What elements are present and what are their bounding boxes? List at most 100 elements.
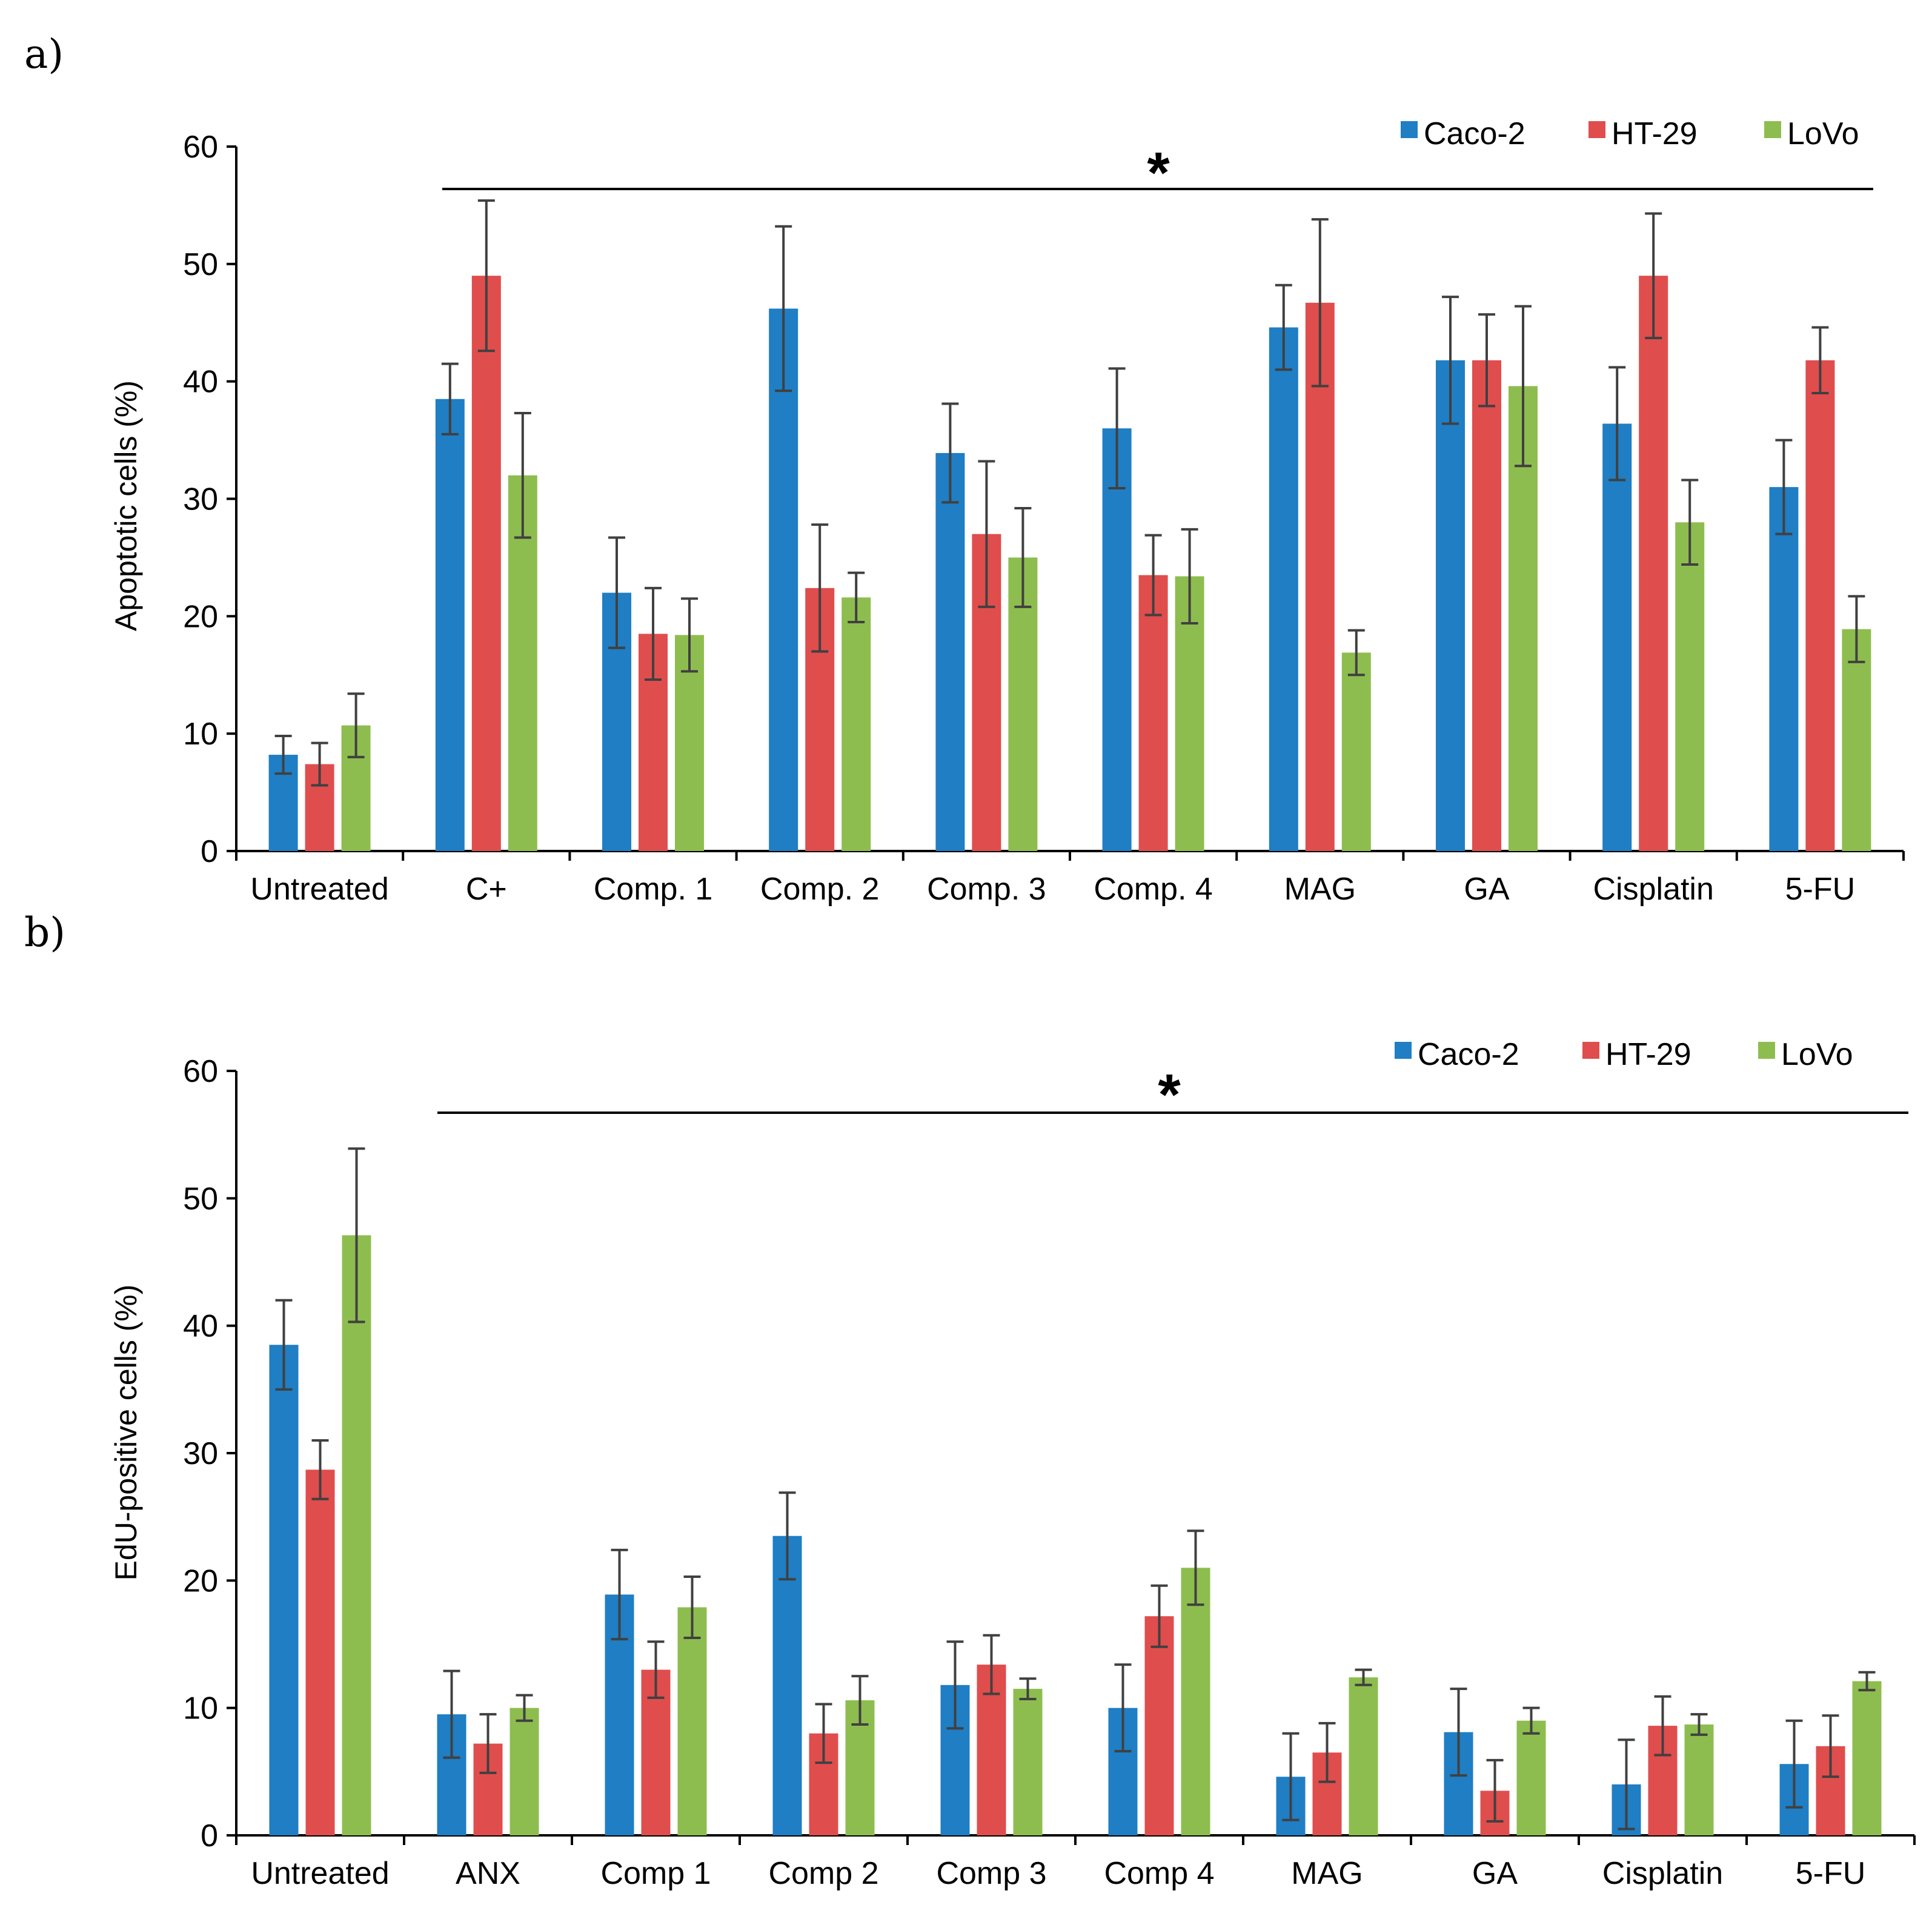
- error-bar-ht-29-comp-1: [645, 586, 662, 681]
- error-bar-ht-29-mag: [1318, 1721, 1336, 1783]
- panel-b-legend: Caco-2 HT-29 LoVo: [1395, 1037, 1853, 1072]
- legend-swatch-ht-29: [1588, 121, 1605, 138]
- error-bar-caco-2-comp-2: [778, 1491, 796, 1581]
- error-bar-caco-2-5-fu: [1775, 439, 1793, 535]
- bar-lovo-comp-1: [677, 1607, 707, 1835]
- bar-lovo-mag: [1349, 1677, 1378, 1835]
- y-tick-label: 40: [183, 365, 218, 400]
- error-bar-ht-29-comp-3: [983, 1634, 1000, 1695]
- y-tick-label: 20: [183, 1563, 218, 1599]
- error-bar-lovo-anx: [516, 1694, 533, 1722]
- bar-lovo-comp-4: [1181, 1568, 1210, 1835]
- legend-swatch-caco-2: [1401, 121, 1418, 138]
- legend-label-caco-2: Caco-2: [1418, 1037, 1519, 1072]
- error-bar-lovo-c: [514, 412, 531, 539]
- error-bar-caco-2-anx: [443, 1669, 460, 1759]
- y-tick-label: 30: [183, 1436, 218, 1471]
- error-bar-ht-29-comp-1: [647, 1640, 665, 1699]
- error-bar-ht-29-comp-2: [815, 1703, 832, 1764]
- error-bar-caco-2-5-fu: [1785, 1719, 1803, 1809]
- error-bar-ht-29-comp-3: [978, 460, 995, 608]
- y-tick-label: 10: [183, 1691, 218, 1726]
- error-bar-caco-2-cisplatin: [1618, 1738, 1635, 1830]
- bar-lovo-cisplatin: [1684, 1724, 1714, 1835]
- x-tick-label-comp-1: Comp 1: [600, 1856, 711, 1891]
- x-tick-label-cisplatin: Cisplatin: [1602, 1856, 1723, 1891]
- error-bar-caco-2-comp-4: [1108, 367, 1126, 490]
- bar-lovo-5-fu: [1852, 1681, 1882, 1835]
- error-bar-ht-29-anx: [479, 1713, 497, 1774]
- error-bar-caco-2-comp-1: [608, 536, 625, 649]
- panel-a-significance-mark: *: [1147, 141, 1170, 205]
- bar-lovo-untreated: [342, 1235, 371, 1835]
- legend-label-lovo: LoVo: [1781, 1037, 1853, 1072]
- error-bar-caco-2-untreated: [274, 735, 292, 775]
- y-tick-label: 0: [201, 1818, 218, 1854]
- error-bar-lovo-untreated: [348, 1147, 365, 1324]
- error-bar-caco-2-mag: [1275, 283, 1292, 371]
- error-bar-lovo-comp-1: [681, 597, 698, 673]
- error-bar-lovo-comp-4: [1187, 1529, 1204, 1606]
- legend-swatch-lovo: [1758, 1042, 1775, 1059]
- x-tick-label-comp-1: Comp. 1: [594, 872, 713, 907]
- legend-label-caco-2: Caco-2: [1424, 116, 1525, 151]
- bar-caco-2-c: [435, 399, 465, 851]
- bar-caco-2-comp-4: [1102, 428, 1132, 851]
- error-bar-lovo-ga: [1522, 1706, 1540, 1735]
- error-bar-ht-29-comp-4: [1150, 1584, 1168, 1648]
- panel-a-legend: Caco-2 HT-29 LoVo: [1401, 116, 1859, 151]
- error-bar-lovo-comp-2: [851, 1675, 869, 1726]
- error-bar-caco-2-comp-2: [775, 225, 792, 393]
- bar-ht-29-comp-4: [1144, 1616, 1174, 1835]
- error-bar-caco-2-cisplatin: [1608, 366, 1626, 482]
- bar-caco-2-ga: [1436, 360, 1465, 851]
- x-tick-label-mag: MAG: [1284, 872, 1356, 907]
- x-tick-label-ga: GA: [1464, 872, 1509, 907]
- panel-b-plot-area: 0 10 20 30 40 50 60 Untreated ANX Comp 1 Comp 2 Com…: [183, 1054, 1916, 1891]
- x-tick-label-comp-4: Comp 4: [1104, 1856, 1214, 1891]
- panel-b-label: b): [24, 909, 65, 956]
- panel-b-significance-mark: *: [1158, 1062, 1181, 1127]
- error-bar-ht-29-untreated: [311, 1439, 329, 1500]
- error-bar-lovo-mag: [1355, 1668, 1372, 1686]
- error-bar-lovo-cisplatin: [1681, 479, 1699, 566]
- panel-b-y-axis-title: EdU-positive cells (%): [109, 1284, 143, 1580]
- error-bar-caco-2-untreated: [275, 1299, 293, 1391]
- error-bar-ht-29-c: [477, 199, 495, 353]
- error-bar-caco-2-ga: [1442, 296, 1459, 425]
- bar-ht-29-ga: [1472, 360, 1501, 851]
- x-tick-label-5-fu: 5-FU: [1796, 1856, 1866, 1891]
- bar-ht-29-comp-4: [1138, 575, 1168, 851]
- bar-caco-2-cisplatin: [1602, 423, 1632, 851]
- error-bar-ht-29-5-fu: [1822, 1714, 1839, 1778]
- y-tick-label: 10: [183, 717, 218, 752]
- x-tick-label-comp-3: Comp. 3: [927, 872, 1046, 907]
- bar-ht-29-cisplatin: [1639, 276, 1668, 851]
- x-tick-label-c: C+: [466, 872, 507, 907]
- bar-lovo-comp-2: [842, 597, 871, 851]
- error-bar-ht-29-cisplatin: [1645, 212, 1662, 339]
- y-tick-label: 50: [183, 247, 218, 282]
- panel-a: a) Apoptotic cells (%) 0 10 20 30 40 50 60 Untr…: [24, 31, 1905, 907]
- bar-ht-29-untreated: [305, 1469, 335, 1835]
- panel-b: b) EdU-positive cells (%) 0 10 20 30 40 50 60 U…: [24, 909, 1916, 1891]
- error-bar-ht-29-mag: [1311, 218, 1329, 388]
- y-tick-label: 20: [183, 599, 218, 634]
- error-bar-lovo-comp-3: [1014, 507, 1032, 608]
- bar-caco-2-mag: [1269, 327, 1298, 851]
- bar-ht-29-5-fu: [1805, 360, 1835, 851]
- error-bar-lovo-untreated: [347, 692, 365, 758]
- legend-swatch-ht-29: [1582, 1042, 1599, 1059]
- x-tick-label-mag: MAG: [1291, 1856, 1363, 1891]
- legend-label-ht-29: HT-29: [1612, 116, 1698, 151]
- bar-caco-2-comp-2: [769, 308, 798, 851]
- x-tick-label-untreated: Untreated: [250, 872, 388, 907]
- x-tick-label-comp-2: Comp. 2: [760, 872, 880, 907]
- legend-label-lovo: LoVo: [1787, 116, 1859, 151]
- x-tick-label-ga: GA: [1472, 1856, 1518, 1891]
- bar-caco-2-untreated: [269, 1345, 299, 1835]
- error-bar-ht-29-comp-4: [1144, 534, 1162, 617]
- error-bar-lovo-comp-2: [848, 571, 865, 624]
- bar-lovo-5-fu: [1842, 629, 1871, 851]
- legend-label-ht-29: HT-29: [1605, 1037, 1691, 1072]
